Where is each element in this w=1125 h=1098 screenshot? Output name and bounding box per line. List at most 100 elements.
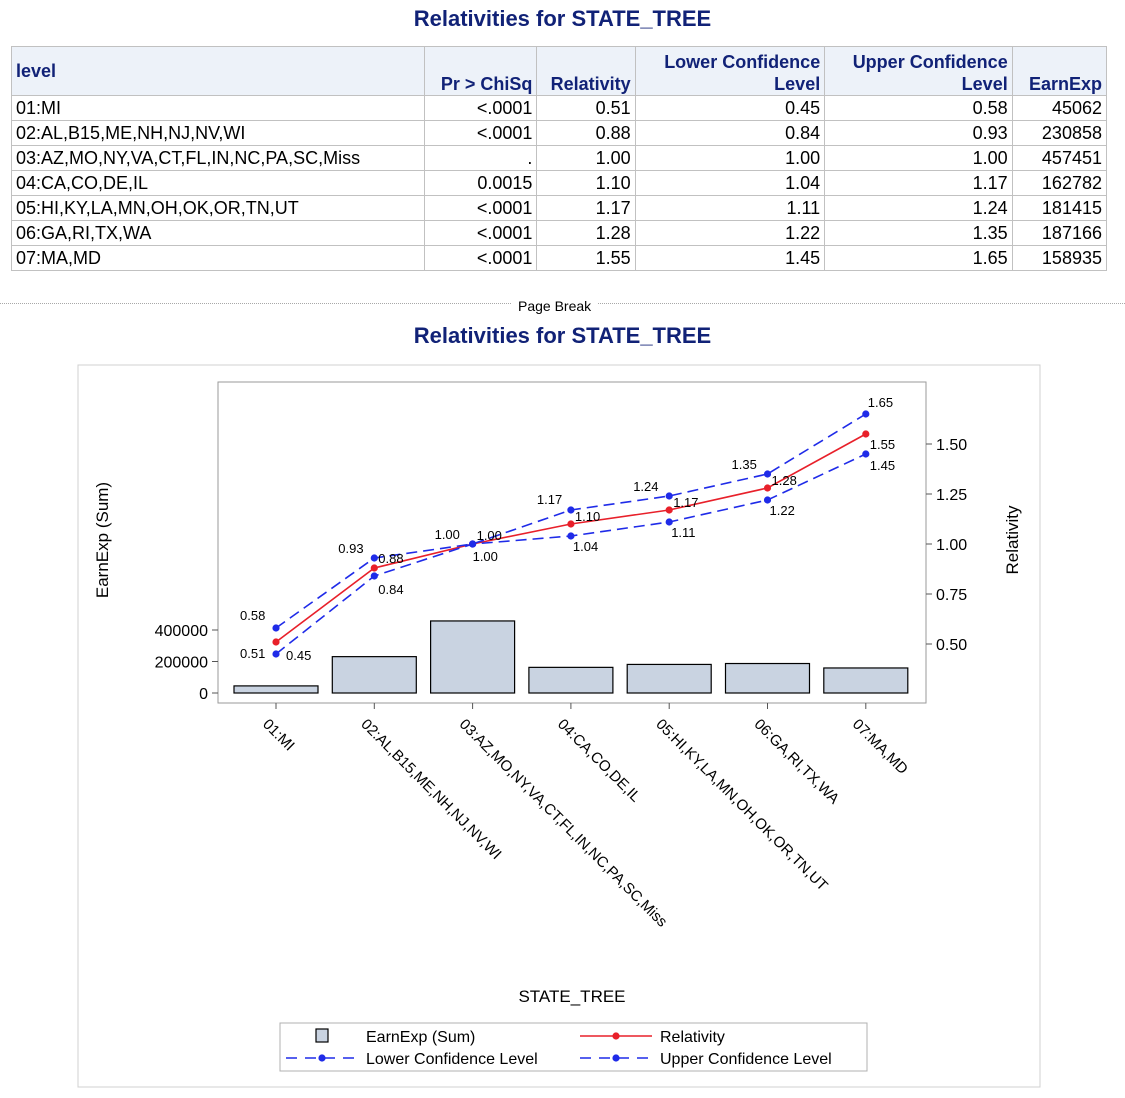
data-point: [469, 540, 477, 548]
y-axis-label: EarnExp (Sum): [93, 482, 112, 598]
table-cell: 457451: [1011, 145, 1108, 171]
chart-frame: [77, 364, 1041, 1088]
table-cell: 1.17: [536, 195, 636, 221]
y2-tick-label: 1.50: [936, 437, 967, 454]
data-point: [272, 624, 280, 632]
relativities-table: level Pr > ChiSq Relativity Lower Confid…: [10, 46, 1108, 271]
table-cell: 1.10: [536, 170, 636, 196]
table-cell: 0.51: [536, 95, 636, 121]
data-label: 0.58: [240, 608, 265, 623]
data-label: 1.11: [671, 525, 695, 540]
table-header-row: level Pr > ChiSq Relativity Lower Confid…: [10, 46, 1108, 96]
y-tick-label: 400000: [155, 623, 208, 640]
table-cell: 158935: [1011, 245, 1108, 271]
table-title: Relativities for STATE_TREE: [413, 6, 712, 31]
legend-swatch-marker: [612, 1054, 620, 1062]
table-cell: 06:GA,RI,TX,WA: [10, 220, 426, 246]
table-cell: 181415: [1011, 195, 1108, 221]
bar-earnexp: [331, 656, 417, 694]
data-label: 1.10: [575, 509, 600, 524]
table-cell: <.0001: [424, 195, 538, 221]
data-label: 0.88: [378, 551, 403, 566]
data-point: [763, 470, 772, 478]
bar-earnexp: [823, 667, 909, 694]
data-labels-layer: 0.51 0.88 1.00 1.10 1.17 1.28 1.55 0.45 0.84 1.00…: [240, 395, 895, 663]
table-row: 04:CA,CO,DE,IL 0.0015 1.10 1.04 1.17 162…: [10, 170, 1108, 196]
data-point: [567, 506, 575, 514]
table-cell: 03:AZ,MO,NY,VA,CT,FL,IN,NC,PA,SC,Miss: [10, 145, 426, 171]
y2-tick-label: 0.75: [936, 587, 967, 604]
data-label: 1.65: [868, 395, 893, 410]
table-cell: 04:CA,CO,DE,IL: [10, 170, 426, 196]
table-cell: 0.58: [824, 95, 1013, 121]
table-row: 03:AZ,MO,NY,VA,CT,FL,IN,NC,PA,SC,Miss . …: [10, 145, 1108, 171]
table-row: 01:MI <.0001 0.51 0.45 0.58 45062: [10, 95, 1108, 121]
table-cell: 1.35: [824, 220, 1013, 246]
data-point: [370, 572, 378, 580]
data-point: [567, 520, 575, 528]
data-label: 0.84: [378, 582, 403, 597]
table-cell: 1.28: [536, 220, 636, 246]
legend-label: Lower Confidence Level: [366, 1051, 538, 1068]
column-header: Lower Confidence Level: [634, 46, 826, 96]
table-cell: 1.17: [824, 170, 1013, 196]
data-label: 1.04: [573, 539, 598, 554]
table-cell: 230858: [1011, 120, 1108, 146]
data-label: 1.17: [537, 492, 562, 507]
y-tick-label: 0: [199, 686, 208, 703]
table-cell: 1.24: [824, 195, 1013, 221]
table-cell: 1.00: [634, 145, 826, 171]
data-point: [370, 564, 378, 572]
data-point: [665, 492, 673, 500]
data-label: 1.45: [870, 458, 895, 473]
plot-area: [217, 381, 927, 704]
data-label: 1.00: [473, 549, 498, 564]
table-row: 07:MA,MD <.0001 1.55 1.45 1.65 158935: [10, 245, 1108, 271]
data-label: 1.28: [772, 473, 797, 488]
data-label: 0.93: [338, 541, 363, 556]
legend-swatch-marker: [612, 1032, 620, 1040]
data-label: 1.24: [633, 479, 658, 494]
data-point: [862, 450, 870, 458]
table-cell: <.0001: [424, 245, 538, 271]
table-cell: <.0001: [424, 95, 538, 121]
data-label: 1.17: [673, 495, 698, 510]
table-cell: 02:AL,B15,ME,NH,NJ,NV,WI: [10, 120, 426, 146]
data-label: 0.51: [240, 646, 265, 661]
table-cell: 162782: [1011, 170, 1108, 196]
table-cell: 1.22: [634, 220, 826, 246]
data-label: 1.00: [477, 528, 502, 543]
y2-axis-label: Relativity: [1003, 505, 1022, 574]
bars-layer: [233, 620, 909, 694]
y2-tick-label: 1.25: [936, 487, 967, 504]
column-header: level: [10, 46, 426, 96]
y2-tick-label: 0.50: [936, 637, 967, 654]
legend-label: Relativity: [660, 1029, 725, 1046]
legend-label: EarnExp (Sum): [366, 1029, 475, 1046]
legend-swatch-bar: [315, 1028, 329, 1043]
column-header: Relativity: [536, 46, 636, 96]
table-cell: 07:MA,MD: [10, 245, 426, 271]
bar-earnexp: [430, 620, 516, 694]
table-cell: 0.88: [536, 120, 636, 146]
data-label: 1.35: [732, 457, 757, 472]
data-label: 1.22: [770, 503, 795, 518]
table-cell: 1.45: [634, 245, 826, 271]
legend-frame: [279, 1022, 868, 1072]
y2-tick-label: 1.00: [936, 537, 967, 554]
legend: EarnExp (Sum) Relativity Lower Confidence …: [279, 1022, 868, 1072]
data-point: [665, 506, 673, 514]
data-point: [763, 496, 772, 504]
bar-earnexp: [626, 663, 712, 694]
bar-earnexp: [528, 666, 614, 694]
data-point: [272, 650, 280, 658]
bar-earnexp: [233, 685, 319, 694]
data-label: 1.55: [870, 437, 895, 452]
data-point: [272, 638, 280, 646]
data-point: [862, 430, 870, 438]
data-point: [763, 484, 772, 492]
data-label: 0.45: [286, 648, 311, 663]
legend-label: Upper Confidence Level: [660, 1051, 832, 1068]
data-point: [370, 554, 378, 562]
